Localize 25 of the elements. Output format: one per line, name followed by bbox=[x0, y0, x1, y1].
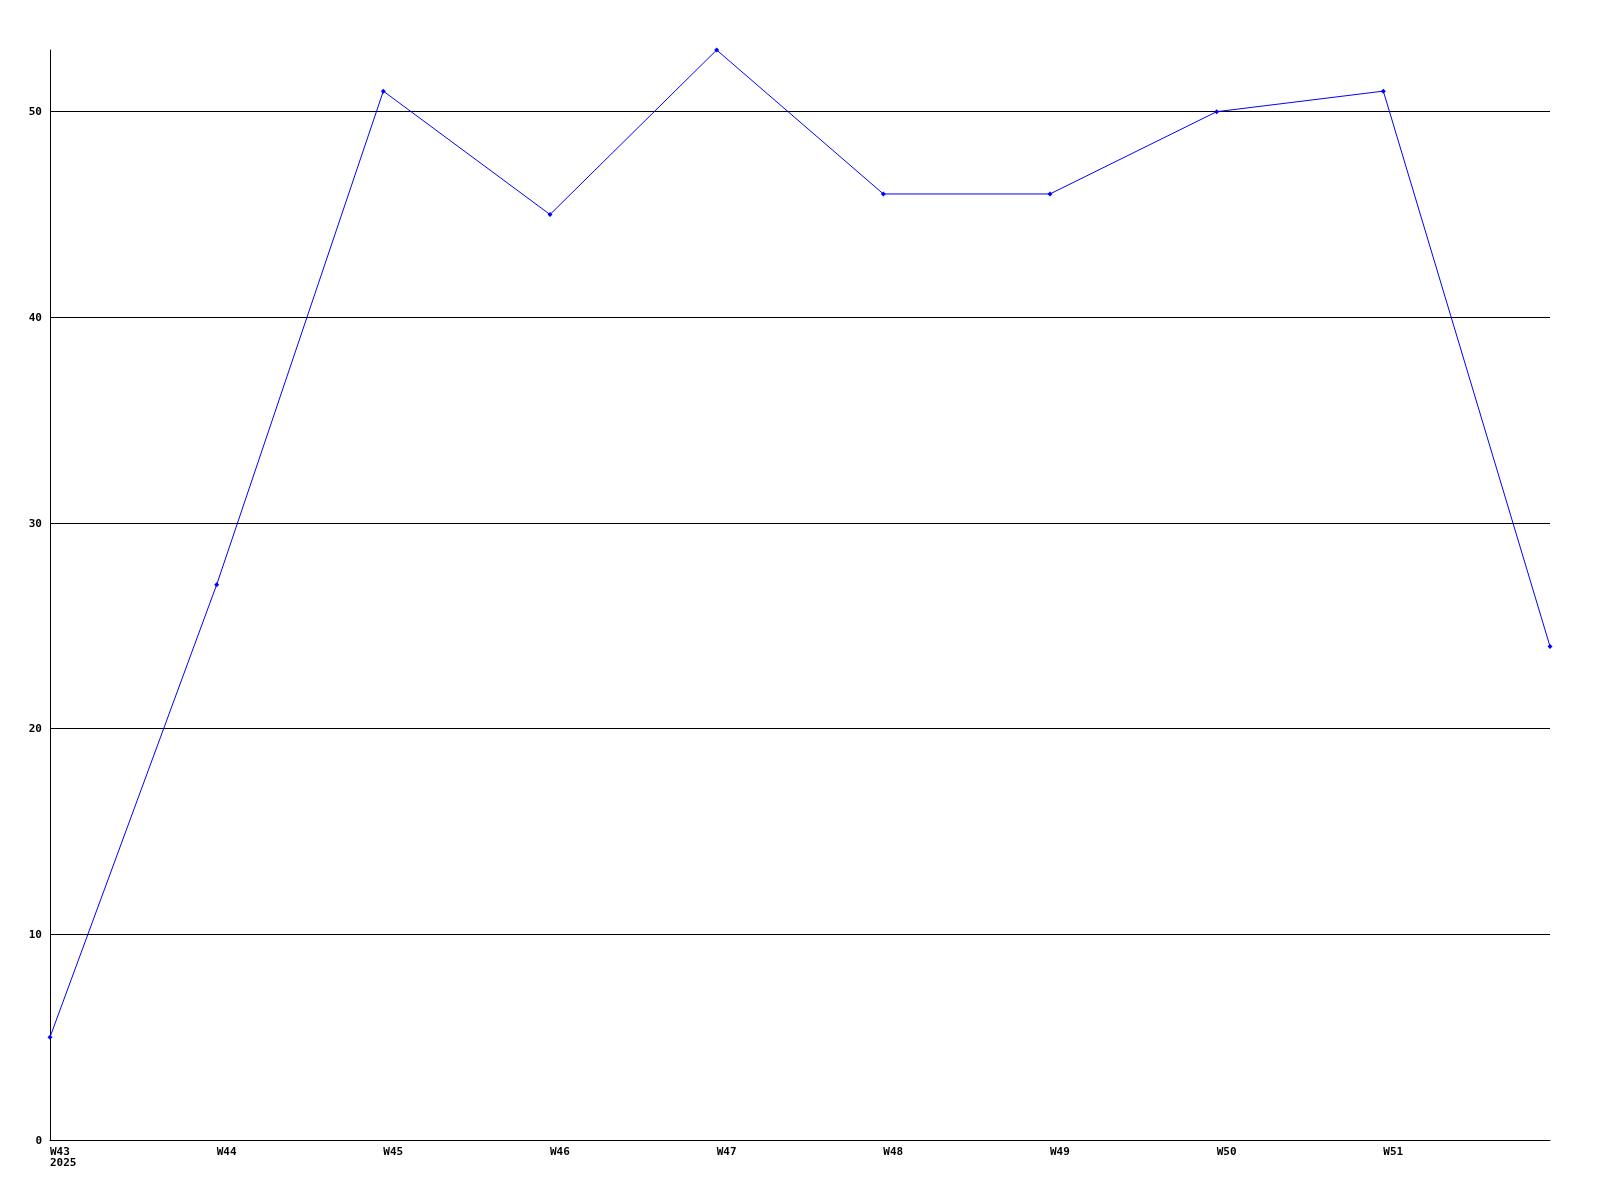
y-tick-label: 0 bbox=[35, 1133, 42, 1147]
x-tick-label: W49 bbox=[1050, 1145, 1070, 1158]
point bbox=[380, 88, 386, 94]
point bbox=[880, 191, 886, 197]
y-tick-label: 10 bbox=[28, 927, 42, 941]
point bbox=[1214, 109, 1220, 115]
x-tick-label: W47 bbox=[716, 1145, 737, 1158]
point bbox=[1380, 88, 1386, 94]
y-tick-label: 20 bbox=[28, 722, 42, 736]
point bbox=[47, 1034, 53, 1040]
x-tick-label: W45 bbox=[383, 1145, 404, 1158]
y-tick-label: 40 bbox=[28, 310, 42, 324]
y-tick-label: 50 bbox=[28, 105, 42, 119]
point bbox=[547, 212, 553, 218]
x-tick-label: W44 bbox=[216, 1145, 237, 1158]
x-tick-label: W50 bbox=[1216, 1145, 1237, 1158]
point bbox=[214, 582, 220, 588]
point bbox=[1547, 643, 1553, 649]
y-tick-label: 30 bbox=[28, 516, 42, 530]
x-tick-label: W43 2025 bbox=[50, 1145, 77, 1169]
x-tick-label: W46 bbox=[550, 1145, 571, 1158]
point bbox=[1047, 191, 1053, 197]
x-tick-label: W51 bbox=[1383, 1145, 1404, 1158]
point bbox=[714, 47, 720, 53]
x-tick-label: W48 bbox=[883, 1145, 904, 1158]
